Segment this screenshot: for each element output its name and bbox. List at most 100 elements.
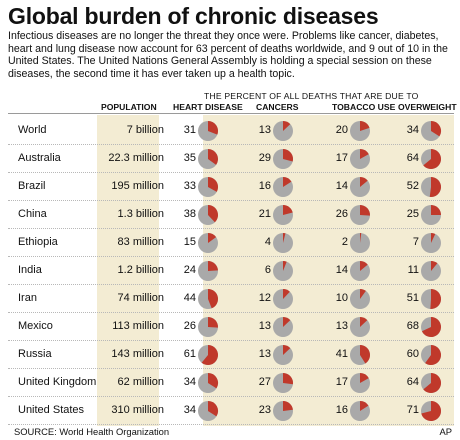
heart-value: 34 <box>183 376 196 388</box>
heart-value: 24 <box>183 264 196 276</box>
pie-slice <box>360 289 366 299</box>
heart-value: 38 <box>183 208 196 220</box>
country-label: World <box>18 124 47 136</box>
pie-slice <box>360 345 370 364</box>
cancers-value: 21 <box>258 208 271 220</box>
pie-slice <box>208 373 218 389</box>
pie-slice <box>429 177 442 197</box>
heart-pie <box>198 149 219 169</box>
tobacco-value: 13 <box>335 320 348 332</box>
overweight-pie <box>421 289 442 309</box>
cancers-value: 4 <box>264 236 271 248</box>
country-label: Mexico <box>18 320 53 332</box>
source-note: SOURCE: World Health Organization <box>14 426 170 437</box>
heart-pie <box>198 233 218 253</box>
country-label: Ethiopia <box>18 236 58 248</box>
tobacco-pie <box>350 121 370 141</box>
pie-slice <box>431 205 441 215</box>
heart-value: 61 <box>183 348 196 360</box>
population-value: 22.3 million <box>108 152 164 164</box>
overweight-value: 7 <box>412 236 419 248</box>
cancers-pie <box>273 373 293 393</box>
pie-slice <box>423 373 441 393</box>
pie-slice <box>431 261 438 271</box>
cancers-value: 16 <box>258 180 271 192</box>
percent-band <box>203 115 454 426</box>
cancers-value: 6 <box>264 264 271 276</box>
tobacco-pie <box>350 177 370 197</box>
population-value: 74 million <box>117 292 164 304</box>
pie-slice <box>283 177 292 187</box>
cancers-pie <box>273 149 294 169</box>
overweight-value: 68 <box>406 320 419 332</box>
pie-slice <box>208 177 218 192</box>
heart-value: 31 <box>183 124 196 136</box>
pie-slice <box>208 149 219 165</box>
table-row: United Kingdom 62 million 34 27 17 64 <box>8 369 454 397</box>
heart-pie <box>198 261 218 281</box>
heart-value: 44 <box>183 292 196 304</box>
row-divider <box>8 368 454 369</box>
overweight-value: 71 <box>406 404 419 416</box>
heart-pie <box>198 373 218 393</box>
tobacco-pie <box>350 205 370 225</box>
tobacco-pie <box>350 317 370 337</box>
overweight-value: 60 <box>406 348 419 360</box>
col-header-population: POPULATION <box>101 102 157 112</box>
cancers-pie <box>273 317 293 337</box>
overweight-value: 34 <box>406 124 419 136</box>
pie-slice <box>283 261 287 271</box>
col-header-heart-disease: HEART DISEASE <box>173 102 243 112</box>
overweight-pie <box>421 373 441 393</box>
cancers-value: 29 <box>258 152 271 164</box>
pie-slice <box>208 233 217 243</box>
tobacco-value: 17 <box>335 376 348 388</box>
pie-slice <box>208 289 219 309</box>
tobacco-pie <box>350 233 370 253</box>
population-value: 143 million <box>111 348 164 360</box>
heart-value: 34 <box>183 404 196 416</box>
tobacco-pie <box>350 345 370 365</box>
heart-pie <box>198 345 218 365</box>
cancers-pie <box>273 261 293 281</box>
overweight-pie <box>421 121 441 141</box>
row-divider <box>8 312 454 313</box>
tobacco-pie <box>350 261 370 281</box>
population-value: 310 million <box>111 404 164 416</box>
row-divider <box>8 228 454 229</box>
pie-slice <box>208 121 219 135</box>
percent-supheader: THE PERCENT OF ALL DEATHS THAT ARE DUE T… <box>204 91 419 101</box>
cancers-pie <box>273 401 293 421</box>
cancers-pie <box>273 232 293 253</box>
row-divider <box>8 256 454 257</box>
population-value: 62 million <box>117 376 164 388</box>
pie-slice <box>425 345 441 365</box>
country-label: Brazil <box>18 180 46 192</box>
pie-slice <box>283 205 293 215</box>
tobacco-value: 14 <box>335 264 348 276</box>
heart-value: 26 <box>183 320 196 332</box>
overweight-pie <box>421 345 441 365</box>
heart-value: 15 <box>183 236 196 248</box>
pie-slice <box>283 149 294 162</box>
cancers-value: 23 <box>258 404 271 416</box>
cancers-value: 13 <box>258 320 271 332</box>
overweight-pie <box>421 149 441 169</box>
pie-slice <box>360 401 369 411</box>
tobacco-value: 17 <box>335 152 348 164</box>
country-label: Australia <box>18 152 61 164</box>
tobacco-value: 41 <box>335 348 348 360</box>
tobacco-value: 2 <box>341 236 348 248</box>
overweight-value: 11 <box>407 264 419 276</box>
heart-pie <box>198 177 218 197</box>
heart-pie <box>198 317 218 337</box>
cancers-value: 12 <box>258 292 271 304</box>
table-row: China 1.3 billion 38 21 26 25 <box>8 201 454 229</box>
tobacco-value: 20 <box>335 124 348 136</box>
pie-slice <box>360 177 368 187</box>
pie-slice <box>421 317 441 337</box>
pie-slice <box>208 205 219 223</box>
pie-slice <box>283 232 286 243</box>
overweight-pie <box>421 317 441 337</box>
cancers-value: 13 <box>258 348 271 360</box>
